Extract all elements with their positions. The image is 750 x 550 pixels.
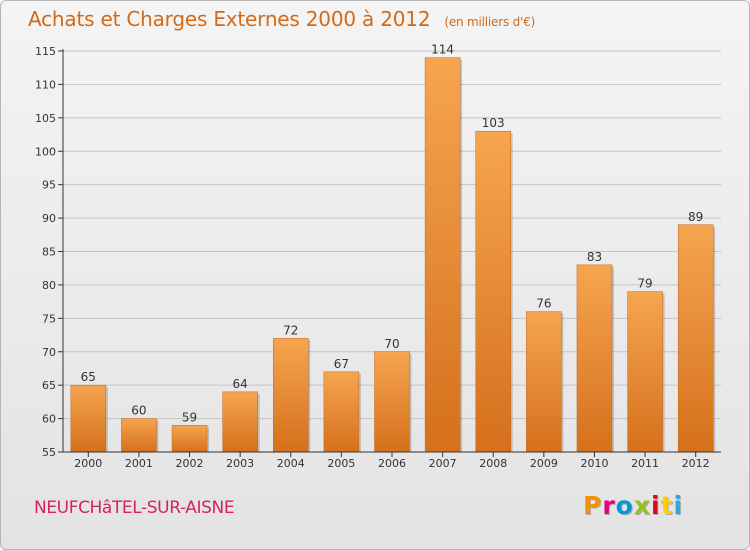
value-label: 70	[384, 337, 399, 351]
bar	[677, 224, 714, 453]
bar	[70, 384, 107, 453]
x-tick-label: 2002	[176, 457, 204, 470]
x-tick-label: 2008	[479, 457, 507, 470]
x-tick-label: 2007	[429, 457, 457, 470]
x-tick-label: 2010	[580, 457, 608, 470]
y-tick-label: 95	[42, 179, 56, 192]
value-label: 89	[688, 210, 703, 224]
y-tick-label: 65	[42, 379, 56, 392]
value-label: 67	[334, 357, 349, 371]
x-tick-label: 2006	[378, 457, 406, 470]
x-tick-label: 2003	[226, 457, 254, 470]
axes: 55 60 65 70 75 80 85 90 95 100 105 110 115 2000 2001 20…	[35, 45, 721, 470]
unit-label: (en milliers d'€)	[444, 15, 536, 29]
y-tick-label: 75	[42, 312, 56, 325]
value-label: 64	[233, 377, 248, 391]
logo-letter: t	[660, 491, 674, 520]
title-text: Achats et Charges Externes 2000 à 2012	[28, 7, 431, 31]
x-tick-label: 2012	[682, 457, 710, 470]
value-label: 103	[482, 116, 505, 130]
x-tick-label: 2011	[631, 457, 659, 470]
logo-letter: o	[615, 491, 634, 520]
y-tick-label: 115	[35, 45, 56, 58]
y-tick-label: 110	[35, 78, 56, 91]
y-tick-label: 70	[42, 346, 56, 359]
bar	[121, 418, 157, 453]
value-label: 79	[637, 277, 652, 291]
y-tick-label: 90	[42, 212, 56, 225]
value-label: 60	[131, 404, 146, 418]
place-name: NEUFCHâTEL-SUR-AISNE	[34, 498, 235, 518]
logo-letter: i	[673, 491, 684, 520]
value-label: 72	[283, 323, 298, 337]
y-tick-label: 60	[42, 413, 56, 426]
x-tick-label: 2000	[74, 457, 102, 470]
logo-letter: P	[583, 491, 603, 520]
bars: 65 60 59 64 72 67 70 114 103 76 83 79 89	[70, 43, 716, 453]
y-tick-label: 55	[42, 446, 56, 459]
bar	[323, 371, 360, 453]
proxiti-logo[interactable]: Proxiti	[583, 491, 683, 520]
y-tick-label: 105	[35, 112, 56, 125]
bar	[273, 338, 309, 453]
y-tick-label: 80	[42, 279, 56, 292]
value-label: 59	[182, 410, 197, 424]
value-label: 83	[587, 250, 602, 264]
bar	[627, 291, 663, 453]
bar	[374, 351, 410, 453]
value-label: 65	[81, 370, 96, 384]
bar	[526, 311, 562, 453]
logo-letter: r	[602, 491, 616, 520]
bar	[222, 391, 258, 453]
x-tick-label: 2005	[327, 457, 355, 470]
bar	[424, 57, 461, 453]
bar	[475, 130, 511, 453]
bar	[576, 264, 613, 453]
chart-title: Achats et Charges Externes 2000 à 2012 (e…	[28, 7, 535, 31]
value-label: 76	[536, 297, 551, 311]
value-label: 114	[431, 43, 454, 57]
logo-letter: i	[651, 491, 661, 520]
x-tick-label: 2009	[530, 457, 558, 470]
y-tick-label: 100	[35, 145, 56, 158]
x-tick-label: 2001	[125, 457, 153, 470]
x-tick-label: 2004	[277, 457, 305, 470]
y-tick-label: 85	[42, 246, 56, 259]
logo-letter: x	[633, 491, 651, 520]
bar	[171, 425, 208, 453]
